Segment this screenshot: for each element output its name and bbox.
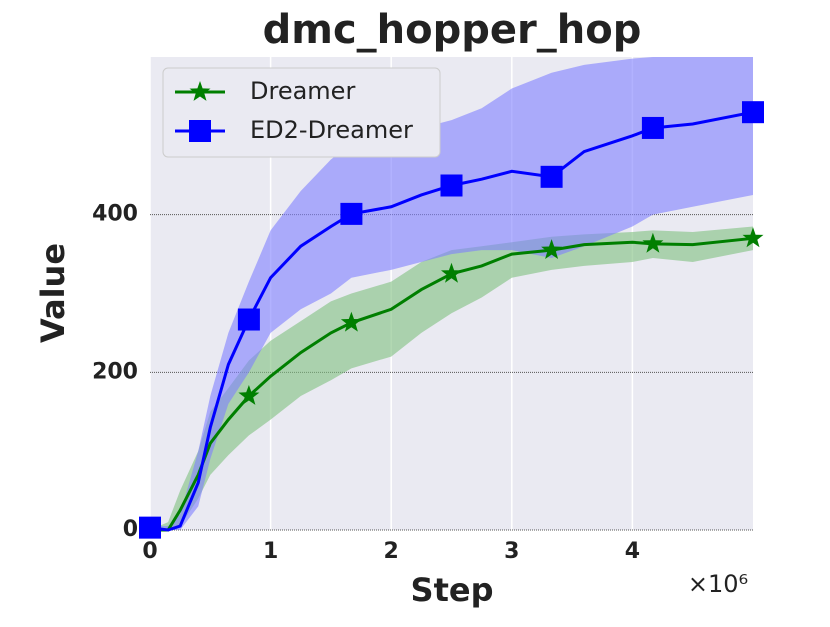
- marker: [340, 311, 362, 332]
- y-tick-label: 400: [92, 202, 138, 227]
- marker: [742, 227, 764, 248]
- marker: [540, 165, 563, 188]
- marker: [189, 120, 211, 142]
- marker: [237, 308, 260, 331]
- x-tick-label: 4: [625, 539, 640, 564]
- marker: [441, 262, 462, 283]
- x-tick-label: 0: [142, 539, 157, 564]
- line: [149, 110, 754, 532]
- y-tick-label: 0: [123, 517, 138, 542]
- marker: [541, 239, 563, 259]
- marker: [340, 202, 363, 225]
- marker: [238, 385, 260, 405]
- marker: [139, 516, 161, 539]
- marker: [440, 174, 463, 197]
- marker: [641, 116, 664, 139]
- legend-label: Dreamer: [250, 77, 355, 105]
- confidence-band: [150, 57, 753, 530]
- x-multiplier: ×10⁶: [688, 570, 748, 598]
- marker: [742, 101, 764, 124]
- legend-box: [162, 67, 441, 158]
- x-axis-label: Step: [411, 571, 494, 609]
- plot-layer: 0 1 2 3 4 0 200 400 Dreamer ED2-Dreamer: [92, 57, 764, 564]
- x-tick-label: 3: [504, 539, 519, 564]
- x-tick-label: 2: [384, 539, 399, 564]
- marker: [189, 81, 211, 101]
- legend-label: ED2-Dreamer: [250, 116, 413, 144]
- y-axis-label: Value: [34, 243, 72, 343]
- x-tick-label: 1: [263, 539, 278, 564]
- marker: [642, 232, 664, 253]
- y-tick-label: 200: [92, 359, 138, 384]
- chart-title: dmc_hopper_hop: [263, 7, 642, 53]
